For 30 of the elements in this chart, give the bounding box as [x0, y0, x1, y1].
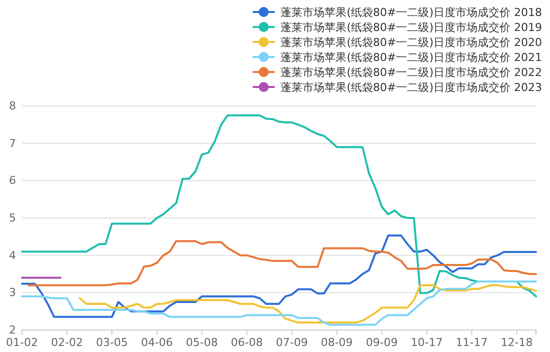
x-tick-label: 06-08: [230, 336, 263, 349]
line-series: [21, 280, 537, 326]
y-tick-label: 3: [9, 286, 16, 300]
line-series: [78, 284, 537, 324]
y-tick-label: 8: [9, 100, 16, 113]
x-tick-label: 07-09: [276, 336, 308, 349]
y-tick-label: 5: [9, 212, 16, 225]
y-tick-label: 6: [9, 174, 16, 188]
x-tick-label: 02-02: [50, 336, 83, 349]
legend-label: 蓬莱市场苹果(纸袋80#一二级)日度市场成交价 2021: [280, 51, 542, 64]
legend-label: 蓬莱市场苹果(纸袋80#一二级)日度市场成交价 2022: [280, 66, 542, 79]
x-tick-label: 12-18: [500, 336, 533, 349]
y-tick-label: 4: [9, 248, 16, 262]
x-tick-label: 03-05: [96, 336, 128, 349]
x-tick-label: 11-17: [456, 336, 488, 349]
legend-label: 蓬莱市场苹果(纸袋80#一二级)日度市场成交价 2023: [280, 81, 542, 94]
x-tick-label: 05-08: [186, 336, 218, 349]
legend-label: 蓬莱市场苹果(纸袋80#一二级)日度市场成交价 2020: [280, 36, 542, 49]
y-tick-label: 2: [9, 324, 16, 337]
line-series: [21, 234, 537, 318]
x-tick-label: 04-06: [140, 336, 173, 349]
x-tick-label: 09-09: [366, 336, 398, 349]
y-tick-label: 7: [9, 136, 16, 150]
legend-label: 蓬莱市场苹果(纸袋80#一二级)日度市场成交价 2019: [280, 21, 542, 34]
x-tick-label: 10-17: [410, 336, 443, 349]
x-tick-label: 08-09: [320, 336, 353, 349]
x-tick-label: 01-02: [6, 336, 38, 349]
line-series: [27, 240, 537, 286]
line-series: [21, 114, 537, 298]
legend-label: 蓬莱市场苹果(纸袋80#一二级)日度市场成交价 2018: [280, 6, 542, 19]
